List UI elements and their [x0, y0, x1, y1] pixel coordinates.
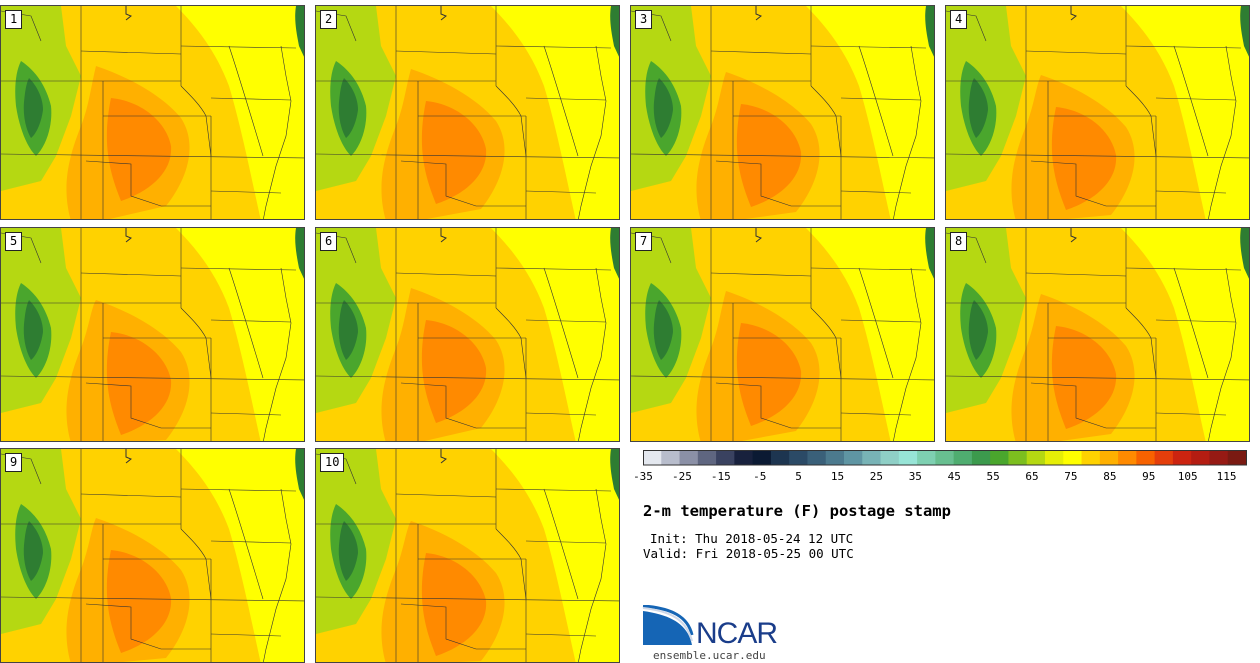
- colorbar-swatch: [1081, 451, 1101, 465]
- temperature-map: [946, 228, 1249, 441]
- colorbar-tick: 105: [1177, 470, 1198, 483]
- colorbar-swatch: [752, 451, 772, 465]
- map-panel: 6: [315, 227, 620, 442]
- colorbar-swatch: [1099, 451, 1119, 465]
- member-label: 8: [950, 232, 968, 251]
- map-panel: 10: [315, 448, 620, 663]
- member-label: 9: [5, 453, 23, 472]
- temperature-map: [631, 228, 934, 441]
- colorbar-swatch: [770, 451, 790, 465]
- colorbar-swatch: [825, 451, 845, 465]
- colorbar-swatch: [1209, 451, 1229, 465]
- member-label: 7: [635, 232, 653, 251]
- ncar-logo: NCAR: [642, 605, 778, 649]
- colorbar-tick: 75: [1064, 470, 1078, 483]
- colorbar-outline: [643, 450, 1247, 466]
- colorbar-swatch: [862, 451, 882, 465]
- map-panel: 7: [630, 227, 935, 442]
- colorbar-swatch: [917, 451, 936, 465]
- colorbar-swatch: [1008, 451, 1028, 465]
- colorbar-swatch: [971, 451, 991, 465]
- colorbar-tick: 15: [830, 470, 845, 483]
- colorbar-tick-labels: -35 -25 -15 -5 5 15 25 35 45 55 65 75 85 95 105 115: [633, 467, 1260, 487]
- colorbar-swatch: [990, 451, 1009, 465]
- colorbar-tick: 95: [1142, 470, 1156, 483]
- colorbar-swatch: [1154, 451, 1174, 465]
- temperature-map: [316, 228, 619, 441]
- temperature-map: [1, 228, 304, 441]
- colorbar-swatch: [935, 451, 955, 465]
- colorbar-swatch: [697, 451, 717, 465]
- colorbar-swatch: [880, 451, 900, 465]
- logo-url: ensemble.ucar.edu: [653, 649, 766, 662]
- map-panel: 1: [0, 5, 305, 220]
- colorbar-swatch: [1118, 451, 1137, 465]
- member-label: 3: [635, 10, 653, 29]
- temperature-map: [946, 6, 1249, 219]
- colorbar-tick: 45: [947, 470, 961, 483]
- colorbar-swatch: [734, 451, 754, 465]
- init-time: Init: Thu 2018-05-24 12 UTC: [650, 531, 854, 546]
- member-label: 5: [5, 232, 23, 251]
- colorbar-tick: 85: [1103, 470, 1117, 483]
- map-panel: 5: [0, 227, 305, 442]
- colorbar-tick: -15: [710, 470, 731, 483]
- member-label: 10: [320, 453, 345, 472]
- colorbar-swatch: [953, 451, 973, 465]
- map-panel: 2: [315, 5, 620, 220]
- colorbar-tick: 5: [795, 470, 802, 483]
- member-label: 1: [5, 10, 23, 29]
- colorbar-tick: 115: [1216, 470, 1237, 483]
- temperature-map: [316, 6, 619, 219]
- colorbar-tick: 25: [869, 470, 884, 483]
- colorbar-tick: 35: [908, 470, 922, 483]
- temperature-colorbar: [643, 450, 1247, 466]
- colorbar-swatch: [898, 451, 918, 465]
- colorbar-tick: -35: [633, 470, 653, 483]
- map-panel: 4: [945, 5, 1250, 220]
- colorbar-swatch: [1026, 451, 1046, 465]
- forecast-times: Init: Thu 2018-05-24 12 UTC Valid: Fri 20…: [643, 531, 854, 561]
- colorbar-swatch: [1063, 451, 1083, 465]
- colorbar-swatch: [643, 451, 662, 465]
- colorbar-swatch: [679, 451, 699, 465]
- map-panel: 3: [630, 5, 935, 220]
- valid-time: Valid: Fri 2018-05-25 00 UTC: [643, 546, 854, 561]
- colorbar-swatch: [1045, 451, 1064, 465]
- member-label: 6: [320, 232, 338, 251]
- figure-title: 2-m temperature (F) postage stamp: [643, 502, 951, 520]
- colorbar-swatch: [844, 451, 863, 465]
- colorbar-tick: 55: [986, 470, 1000, 483]
- member-label: 4: [950, 10, 968, 29]
- colorbar-swatch: [661, 451, 681, 465]
- temperature-map: [1, 6, 304, 219]
- temperature-map: [631, 6, 934, 219]
- colorbar-tick: -5: [753, 470, 767, 483]
- colorbar-swatch: [716, 451, 735, 465]
- colorbar-swatch: [1191, 451, 1210, 465]
- colorbar-swatch: [1227, 451, 1247, 465]
- temperature-map: [1, 449, 304, 662]
- colorbar-tick: -25: [671, 470, 692, 483]
- colorbar-swatch: [1172, 451, 1192, 465]
- colorbar-swatch: [1136, 451, 1156, 465]
- map-panel: 8: [945, 227, 1250, 442]
- map-panel: 9: [0, 448, 305, 663]
- colorbar-swatch: [789, 451, 808, 465]
- member-label: 2: [320, 10, 338, 29]
- colorbar-tick: 65: [1025, 470, 1039, 483]
- colorbar-swatch: [807, 451, 827, 465]
- temperature-map: [316, 449, 619, 662]
- ncar-logo-text: NCAR: [696, 617, 777, 649]
